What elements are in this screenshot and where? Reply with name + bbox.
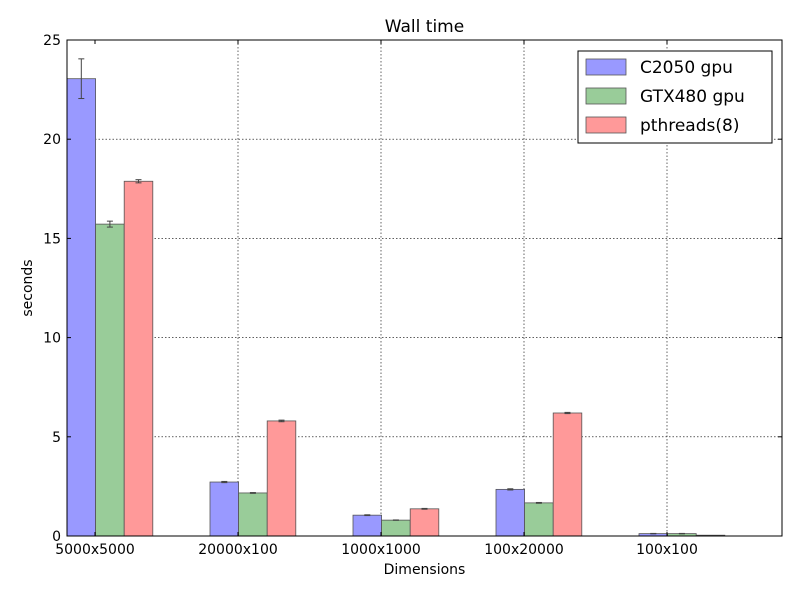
legend-label: GTX480 gpu [640, 87, 745, 107]
chart-title: Wall time [385, 17, 464, 37]
y-tick-label: 25 [43, 33, 61, 49]
y-tick-label: 20 [43, 132, 61, 148]
x-tick-label: 100x100 [636, 542, 698, 558]
x-tick-label: 20000x100 [198, 542, 278, 558]
bar [552, 412, 583, 537]
bar [381, 519, 411, 537]
bar [238, 492, 268, 537]
bar [409, 508, 440, 537]
legend-label: pthreads(8) [640, 116, 739, 136]
legend-swatch [585, 58, 627, 76]
y-tick-label: 5 [52, 430, 61, 446]
bar [352, 514, 383, 537]
y-tick-labels: 0 5 10 15 20 25 [43, 33, 61, 545]
x-axis-label: Dimensions [384, 562, 466, 578]
grid [67, 40, 782, 536]
y-tick-label: 15 [43, 231, 61, 247]
bar [209, 481, 240, 537]
bar [66, 78, 97, 537]
y-tick-label: 10 [43, 331, 61, 347]
error-bars [78, 58, 685, 535]
bar [524, 502, 554, 537]
legend: C2050 gpu GTX480 gpu pthreads(8) [577, 50, 773, 144]
x-tick-label: 100x20000 [484, 542, 564, 558]
x-tick-label: 5000x5000 [55, 542, 135, 558]
bar [95, 223, 125, 537]
bars [66, 78, 726, 537]
legend-swatch [585, 87, 627, 105]
ticks [67, 39, 782, 537]
bar [266, 420, 297, 537]
bar [495, 488, 526, 537]
y-axis-label: seconds [20, 259, 36, 316]
x-tick-labels: 5000x5000 20000x100 1000x1000 100x20000 100x… [55, 542, 698, 558]
x-tick-label: 1000x1000 [341, 542, 421, 558]
legend-label: C2050 gpu [640, 58, 733, 78]
plot-frame [66, 39, 783, 537]
y-tick-label: 0 [52, 529, 61, 545]
legend-swatch [585, 116, 627, 134]
bar [123, 180, 154, 537]
